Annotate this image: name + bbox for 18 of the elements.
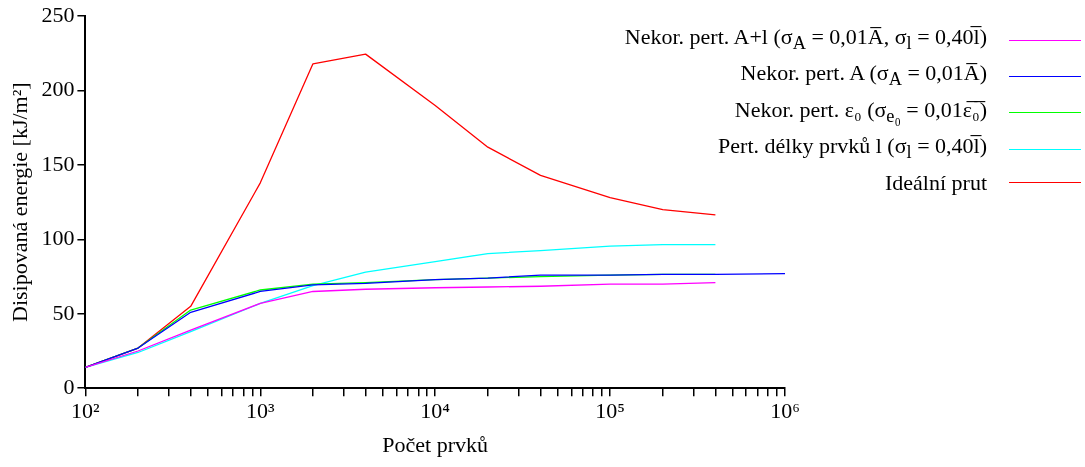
x-tick-label: 10³ bbox=[246, 398, 275, 424]
y-tick-label: 200 bbox=[41, 76, 75, 102]
x-tick-label: 10⁶ bbox=[770, 398, 800, 424]
x-axis-title: Počet prvků bbox=[382, 431, 489, 457]
y-tick-label: 100 bbox=[41, 225, 75, 251]
y-tick-label: 0 bbox=[63, 373, 75, 399]
legend-label: Pert. délky prvků l (σ$_{l}$ = 0,40l̅) bbox=[718, 132, 987, 165]
y-tick-label: 250 bbox=[41, 1, 75, 27]
legend-label: Ideální prut bbox=[884, 168, 987, 197]
y-axis-title: Disipovaná energie [kJ/m²] bbox=[6, 82, 32, 322]
legend-label: Nekor. pert. A+l (σ$_{A}$ = 0,01A̅, σ$_{l}$ = 0,40l̅) bbox=[624, 23, 987, 56]
x-tick-label: 10⁴ bbox=[420, 398, 451, 424]
y-tick-label: 50 bbox=[52, 299, 75, 325]
legend-label: Nekor. pert. ε₀ (σ$_{e₀}$ = 0,01ε̅₀̅) bbox=[734, 95, 987, 129]
y-tick-label: 150 bbox=[41, 150, 75, 176]
x-tick-label: 10² bbox=[71, 398, 101, 424]
legend-label: Nekor. pert. A (σ$_{A}$ = 0,01A̅) bbox=[740, 59, 987, 92]
x-tick-label: 10⁵ bbox=[595, 398, 625, 424]
